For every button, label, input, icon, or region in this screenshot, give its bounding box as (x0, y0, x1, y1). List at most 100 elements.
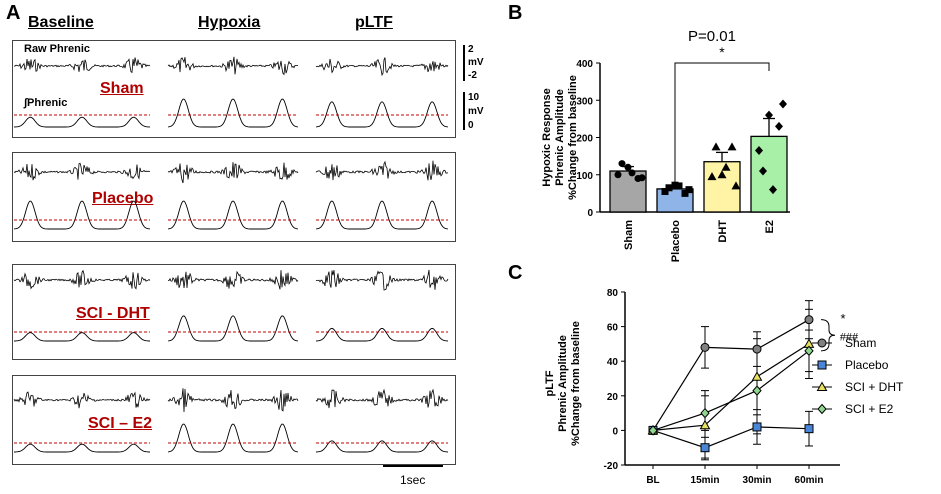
panel-b-letter: B (508, 2, 523, 24)
integrated-phrenic-trace (315, 440, 449, 453)
raw-phrenic-trace (167, 162, 299, 184)
trace-box-dht (12, 264, 456, 360)
integrated-phrenic-trace (315, 101, 449, 128)
data-point-placebo (700, 443, 710, 453)
raw-phrenic-trace (167, 56, 299, 76)
integrated-phrenic-label: ∫Phrenic (24, 97, 68, 109)
y-axis-label: %Change from baseline (570, 321, 582, 446)
integrated-phrenic-trace (315, 200, 449, 230)
data-point (759, 166, 767, 176)
group-label-e2: SCI – E2 (88, 415, 153, 432)
significance-bracket (820, 319, 836, 352)
trace-box-e2 (12, 375, 456, 465)
data-point-sci-e2 (648, 425, 658, 436)
data-point (755, 146, 763, 156)
raw-phrenic-trace (13, 391, 151, 409)
bar-chart-hypoxic-response: 0 100 200 300 400 Hypoxic Response Phrenic Amp… (541, 28, 790, 262)
data-point-placebo (804, 424, 814, 434)
raw-phrenic-trace (13, 162, 151, 181)
column-header-hypoxia: Hypoxia (198, 14, 261, 31)
series-line-0 (652, 319, 810, 431)
trace-box-sham (12, 40, 456, 138)
legend-marker (817, 338, 827, 348)
time-scale-bar (383, 465, 443, 467)
y-tick-label: 300 (576, 96, 593, 107)
raw-scale-bar (463, 45, 465, 81)
data-point (638, 174, 646, 182)
y-tick-label: 100 (576, 171, 593, 182)
column-header-baseline: Baseline (28, 14, 94, 31)
legend-label: Placebo (845, 358, 889, 372)
raw-phrenic-trace (167, 270, 299, 290)
y-tick-label: 40 (607, 357, 619, 368)
raw-phrenic-trace (315, 57, 449, 77)
data-point (779, 99, 787, 109)
data-point (769, 185, 777, 195)
x-tick-label: 15min (691, 475, 720, 486)
significance-star: * (719, 44, 725, 60)
raw-phrenic-trace (315, 388, 449, 409)
group-label-sham: Sham (100, 80, 144, 97)
x-tick-label: 30min (743, 475, 772, 486)
y-axis-label: Phrenic Amplitude (554, 89, 566, 186)
y-axis-label: Phrenic Amplitude (557, 335, 569, 432)
x-tick-label: Sham (623, 220, 635, 250)
y-axis-label: pLTF (544, 370, 556, 396)
group-label-dht: SCI - DHT (76, 305, 150, 322)
data-point (614, 171, 622, 179)
int-scale-top: 10 (468, 92, 480, 103)
raw-phrenic-label: Raw Phrenic (24, 43, 91, 55)
data-point (765, 110, 773, 120)
integrated-phrenic-trace (167, 200, 299, 230)
raw-phrenic-trace (167, 388, 299, 413)
column-header-pltf: pLTF (355, 14, 393, 31)
x-tick-label: Placebo (670, 220, 682, 262)
series-line-2 (652, 343, 810, 431)
data-point (628, 169, 636, 177)
integrated-phrenic-trace (167, 315, 299, 342)
data-point (731, 181, 741, 190)
data-point (681, 189, 689, 197)
x-tick-label: BL (646, 475, 659, 486)
integrated-phrenic-trace (315, 327, 449, 342)
y-tick-label: 0 (587, 208, 593, 219)
x-tick-label: DHT (717, 220, 729, 243)
data-point-sci-e2 (700, 407, 710, 419)
raw-scale-unit: mV (468, 57, 484, 68)
series-line-3 (652, 350, 810, 431)
data-point-sham (804, 315, 814, 325)
y-axis-label: %Change from baseline (567, 75, 579, 200)
data-point (665, 184, 673, 192)
data-point-sci-dht (699, 419, 711, 430)
y-tick-label: 20 (607, 392, 619, 403)
integrated-phrenic-trace (14, 332, 150, 342)
neural-traces (13, 56, 449, 453)
data-point-sci-dht (751, 371, 763, 381)
data-point (717, 170, 727, 179)
data-point-placebo (752, 422, 762, 432)
data-point (727, 142, 737, 151)
integrated-phrenic-trace (167, 98, 299, 128)
legend-label: SCI + E2 (845, 402, 894, 416)
data-point (671, 181, 679, 189)
y-axis-label: Hypoxic Response (541, 88, 553, 186)
raw-phrenic-trace (315, 160, 449, 181)
x-tick-label: E2 (764, 220, 776, 233)
time-scale-label: 1sec (400, 473, 426, 487)
panel-c-letter: C (508, 262, 523, 284)
panel-a-letter: A (6, 2, 21, 24)
y-tick-label: 200 (576, 134, 593, 145)
raw-scale-top: 2 (468, 44, 474, 55)
trace-box-placebo (12, 152, 456, 242)
legend-label: SCI + DHT (845, 380, 904, 394)
data-point-sci-e2 (804, 345, 814, 357)
data-point (707, 172, 717, 181)
data-point-sham (752, 344, 762, 354)
group-label-placebo: Placebo (92, 190, 154, 207)
raw-scale-bottom: -2 (468, 70, 477, 81)
line-chart-pltf: -20 0 20 40 60 80 BL 15min 30min 60min pLTF Phrenic… (544, 288, 904, 486)
int-scale-bar (463, 92, 465, 130)
legend-marker (817, 403, 827, 415)
data-point (661, 188, 669, 196)
significance-star: * (840, 311, 845, 326)
